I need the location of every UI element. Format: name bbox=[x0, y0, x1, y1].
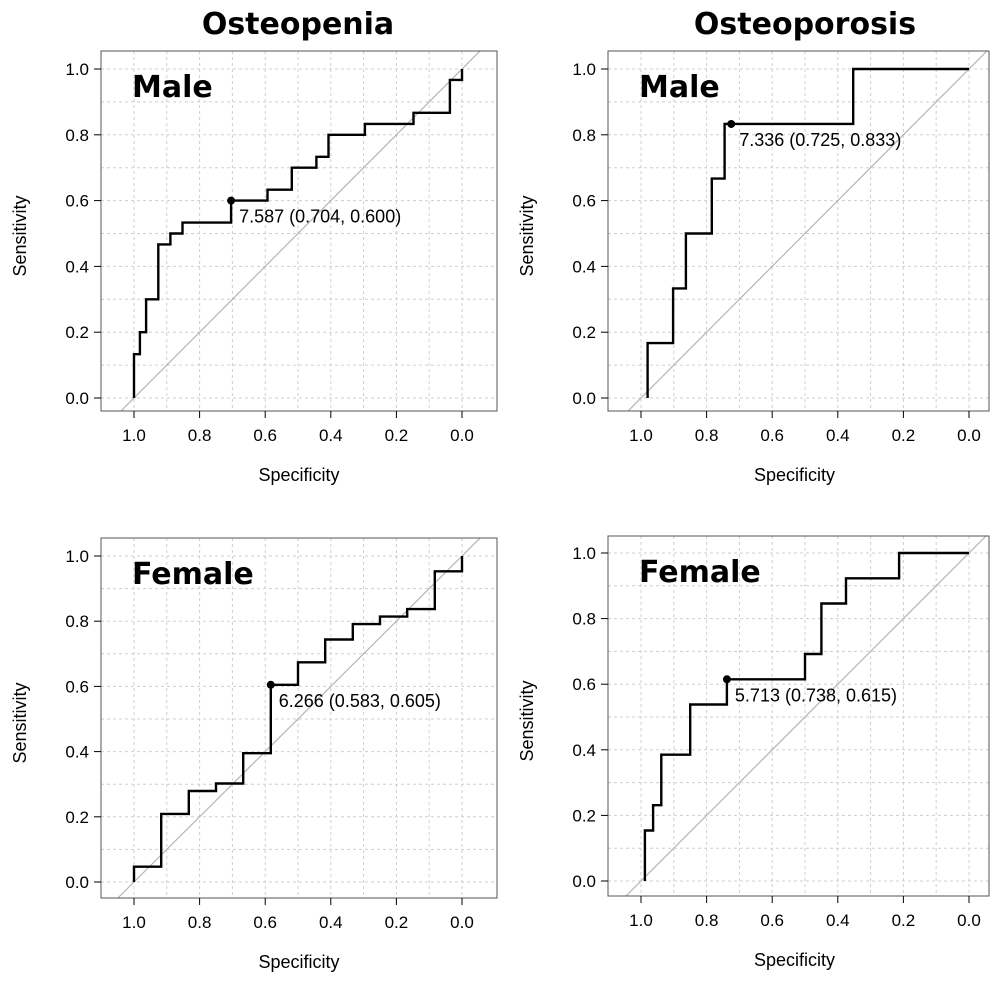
x-tick-label: 0.4 bbox=[319, 426, 343, 445]
x-tick-label: 1.0 bbox=[629, 911, 653, 930]
y-tick-label: 0.4 bbox=[65, 743, 89, 762]
best-threshold-point bbox=[722, 675, 731, 684]
y-tick-label: 0.8 bbox=[65, 126, 89, 145]
y-tick-label: 0.8 bbox=[572, 610, 596, 629]
x-tick-label: 0.2 bbox=[892, 911, 916, 930]
x-tick-label: 0.2 bbox=[385, 913, 409, 932]
x-tick-label: 0.6 bbox=[760, 426, 784, 445]
roc-panel-male-osteopenia: 0.0 0.2 0.4 0.6 0.8 1.0 1.0 0.8 0.6 0.4 0.2 0.0 Spec… bbox=[10, 50, 498, 485]
x-tick-label: 0.8 bbox=[695, 911, 719, 930]
roc-panel-female-osteopenia: 0.0 0.2 0.4 0.6 0.8 1.0 1.0 0.8 0.6 0.4 0.2 0.0 Spec… bbox=[10, 537, 498, 972]
roc-panel-female-osteoporosis: 0.0 0.2 0.4 0.6 0.8 1.0 1.0 0.8 0.6 0.4 0.2 0.0 Spec… bbox=[517, 535, 990, 970]
y-tick-label: 0.2 bbox=[572, 323, 596, 342]
chance-diagonal bbox=[625, 536, 987, 896]
x-tick-label: 0.6 bbox=[253, 426, 277, 445]
x-tick-label: 0.0 bbox=[957, 426, 981, 445]
panel-label-female: Female bbox=[639, 555, 761, 590]
roc-curve bbox=[646, 67, 969, 398]
y-tick-label: 0.2 bbox=[65, 323, 89, 342]
best-threshold-label: 5.713 (0.738, 0.615) bbox=[735, 685, 897, 705]
x-tick-label: 0.8 bbox=[188, 913, 212, 932]
y-tick-label: 0.2 bbox=[65, 808, 89, 827]
y-tick-label: 0.6 bbox=[572, 192, 596, 211]
x-tick-label: 0.2 bbox=[892, 426, 916, 445]
x-tick-label: 0.2 bbox=[385, 426, 409, 445]
y-tick-label: 0.0 bbox=[572, 872, 596, 891]
y-tick-label: 1.0 bbox=[572, 60, 596, 79]
y-axis-title: Sensitivity bbox=[10, 195, 30, 276]
best-threshold-label: 6.266 (0.583, 0.605) bbox=[279, 691, 441, 711]
x-tick-label: 0.0 bbox=[957, 911, 981, 930]
y-tick-label: 0.2 bbox=[572, 806, 596, 825]
x-tick-label: 0.6 bbox=[253, 913, 277, 932]
panel-label-female: Female bbox=[132, 557, 254, 592]
plot-frame bbox=[607, 50, 990, 412]
y-tick-label: 0.6 bbox=[572, 675, 596, 694]
best-threshold-point bbox=[227, 196, 236, 205]
chance-diagonal bbox=[117, 538, 481, 898]
x-tick-label: 0.4 bbox=[826, 426, 850, 445]
grid bbox=[608, 51, 989, 411]
x-tick-label: 0.8 bbox=[188, 426, 212, 445]
y-tick-label: 1.0 bbox=[572, 544, 596, 563]
y-tick-label: 0.4 bbox=[572, 741, 596, 760]
plot-frame bbox=[100, 537, 498, 899]
plot-frame bbox=[607, 535, 990, 897]
x-tick-label: 0.6 bbox=[760, 911, 784, 930]
y-tick-label: 1.0 bbox=[65, 547, 89, 566]
plot-frame bbox=[100, 50, 498, 412]
roc-curve bbox=[132, 556, 464, 882]
x-axis-title: Specificity bbox=[258, 952, 339, 972]
best-threshold-point bbox=[727, 119, 736, 128]
y-tick-label: 0.0 bbox=[65, 389, 89, 408]
y-axis-title: Sensitivity bbox=[10, 682, 30, 763]
y-tick-label: 0.6 bbox=[65, 677, 89, 696]
x-tick-label: 0.0 bbox=[450, 913, 474, 932]
y-axis-title: Sensitivity bbox=[517, 195, 537, 276]
y-tick-label: 0.0 bbox=[572, 389, 596, 408]
x-tick-label: 1.0 bbox=[122, 426, 146, 445]
column-title-osteoporosis: Osteoporosis bbox=[694, 7, 916, 42]
best-threshold-point bbox=[266, 680, 275, 689]
panel-label-male: Male bbox=[639, 70, 720, 105]
x-tick-label: 1.0 bbox=[122, 913, 146, 932]
x-tick-label: 1.0 bbox=[629, 426, 653, 445]
grid bbox=[101, 51, 497, 411]
x-axis-title: Specificity bbox=[754, 950, 835, 970]
y-tick-label: 0.4 bbox=[572, 257, 596, 276]
panel-label-male: Male bbox=[132, 70, 213, 105]
x-tick-label: 0.0 bbox=[450, 426, 474, 445]
x-tick-label: 0.4 bbox=[826, 911, 850, 930]
best-threshold-label: 7.336 (0.725, 0.833) bbox=[739, 130, 901, 150]
x-axis-title: Specificity bbox=[754, 465, 835, 485]
y-tick-label: 0.0 bbox=[65, 873, 89, 892]
x-tick-label: 0.4 bbox=[319, 913, 343, 932]
column-title-osteopenia: Osteopenia bbox=[202, 7, 394, 42]
y-axis-title: Sensitivity bbox=[517, 680, 537, 761]
y-tick-label: 0.8 bbox=[65, 612, 89, 631]
y-tick-label: 1.0 bbox=[65, 60, 89, 79]
grid bbox=[608, 536, 989, 896]
x-axis-title: Specificity bbox=[258, 465, 339, 485]
chance-diagonal bbox=[627, 51, 988, 411]
roc-curve bbox=[132, 69, 464, 398]
y-tick-label: 0.6 bbox=[65, 192, 89, 211]
chance-diagonal bbox=[120, 51, 481, 411]
x-tick-label: 0.8 bbox=[695, 426, 719, 445]
best-threshold-label: 7.587 (0.704, 0.600) bbox=[239, 207, 401, 227]
y-tick-label: 0.4 bbox=[65, 257, 89, 276]
chart-panels: 0.0 0.2 0.4 0.6 0.8 1.0 1.0 0.8 0.6 0.4 0.2 0.0 Spec… bbox=[10, 50, 990, 972]
y-tick-label: 0.8 bbox=[572, 126, 596, 145]
roc-panel-male-osteoporosis: 0.0 0.2 0.4 0.6 0.8 1.0 1.0 0.8 0.6 0.4 0.2 0.0 Spec… bbox=[517, 50, 990, 485]
